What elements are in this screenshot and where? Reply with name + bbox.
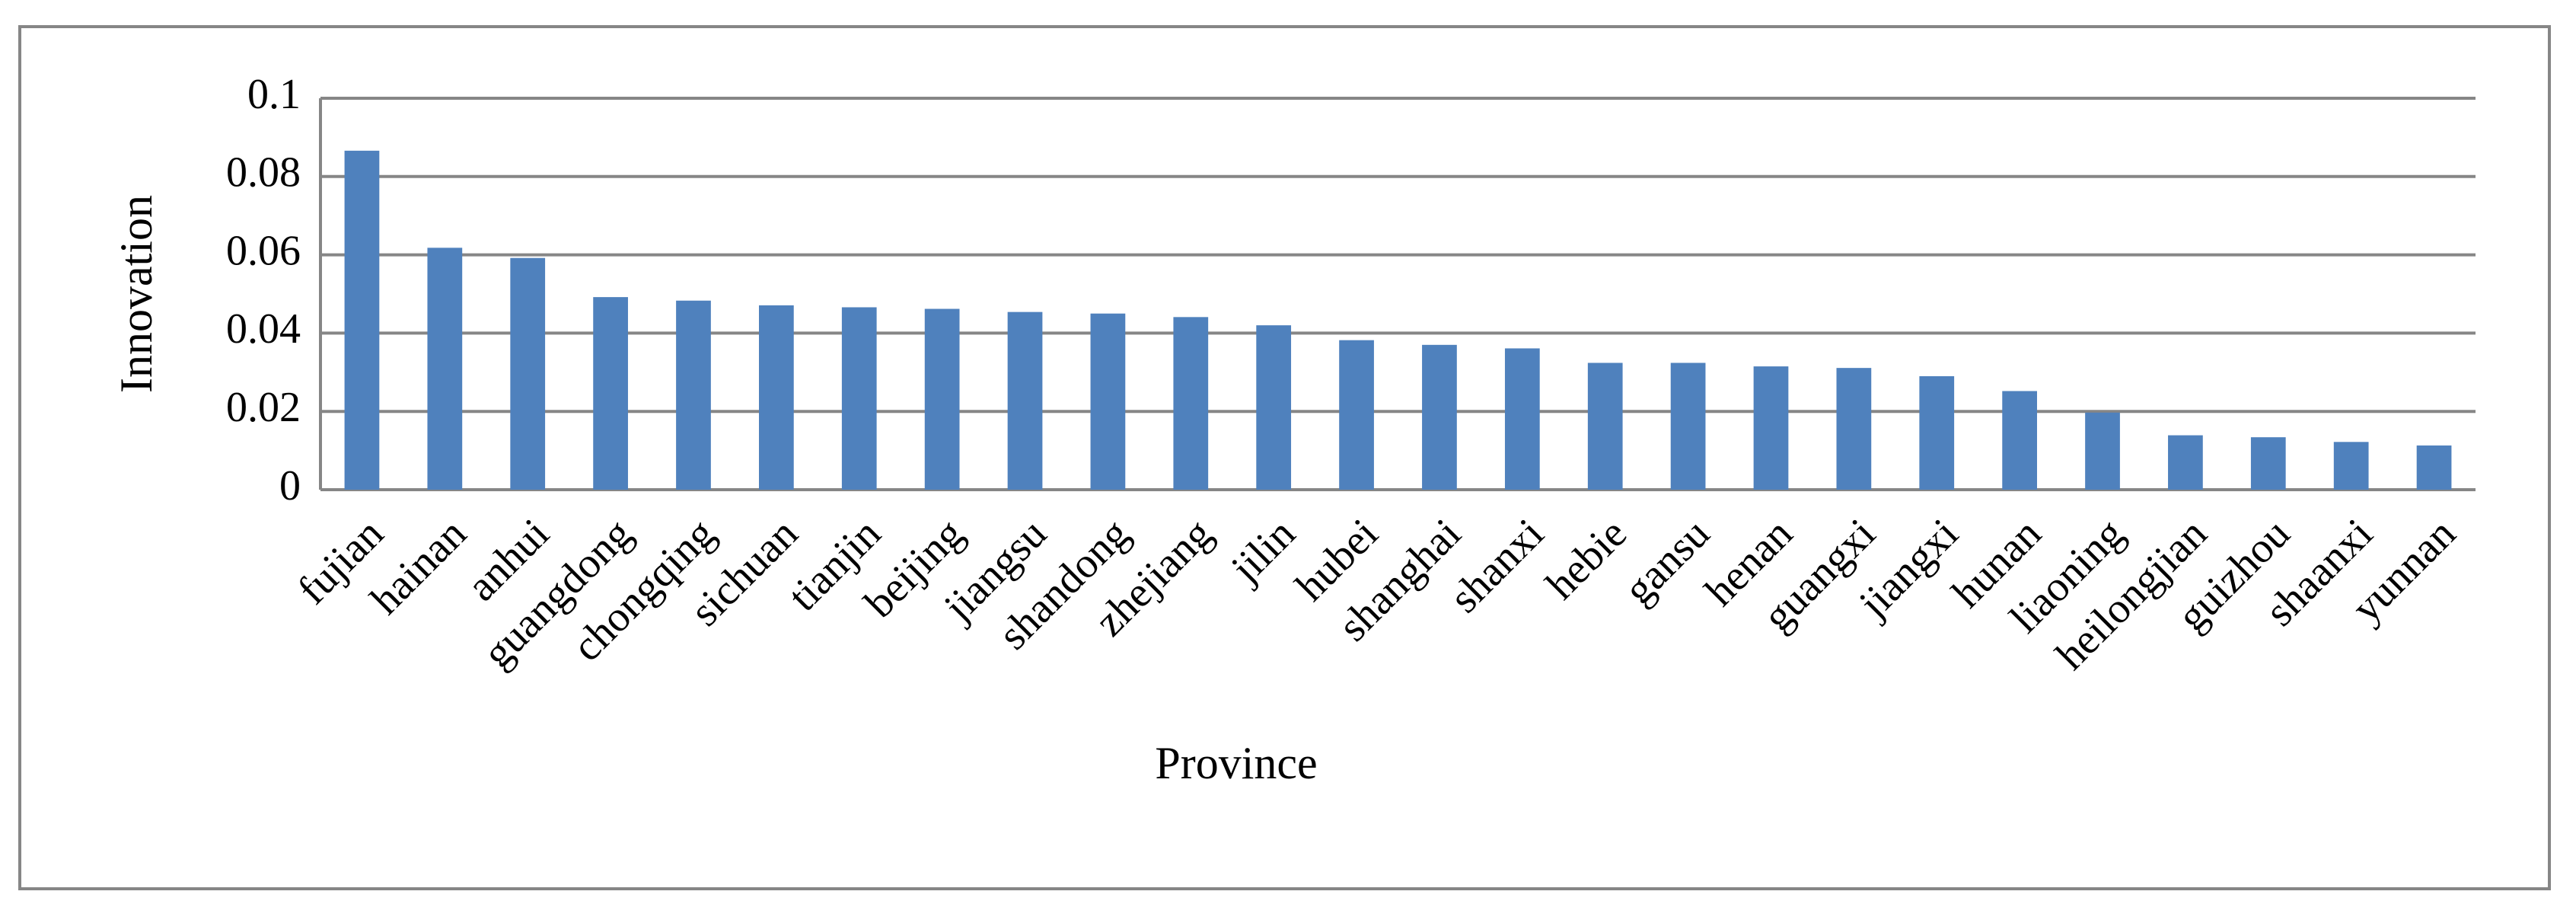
x-axis-title: Province (1155, 738, 1317, 788)
bar (1836, 368, 1872, 490)
bar (2250, 437, 2286, 490)
bar (841, 307, 877, 490)
bar (924, 308, 960, 490)
bar (1753, 366, 1789, 490)
bar (1007, 311, 1043, 490)
bar (1504, 348, 1540, 490)
y-tick-label: 0.1 (247, 71, 301, 118)
y-axis-title: Innovation (111, 195, 161, 393)
bar (2168, 435, 2203, 490)
bar (1090, 313, 1126, 490)
bar (2333, 442, 2369, 490)
y-tick-label: 0.06 (226, 227, 301, 274)
y-tick-label: 0.02 (226, 384, 301, 431)
bar (593, 297, 628, 490)
bar (1339, 340, 1374, 490)
y-tick-label: 0.04 (226, 305, 301, 353)
bar (1670, 363, 1706, 490)
bar (676, 300, 711, 490)
bar (2416, 445, 2452, 490)
bar (1173, 317, 1209, 490)
bar (1422, 344, 1457, 490)
bar (510, 257, 546, 490)
bar (1919, 375, 1955, 490)
bar (1587, 363, 1623, 490)
bar (344, 150, 380, 490)
y-tick-label: 0.08 (226, 149, 301, 196)
bar (2002, 391, 2038, 490)
bar (758, 305, 794, 490)
bar (1256, 325, 1292, 490)
bar (427, 248, 463, 490)
bar (2085, 412, 2120, 490)
y-tick-label: 0 (279, 462, 301, 510)
